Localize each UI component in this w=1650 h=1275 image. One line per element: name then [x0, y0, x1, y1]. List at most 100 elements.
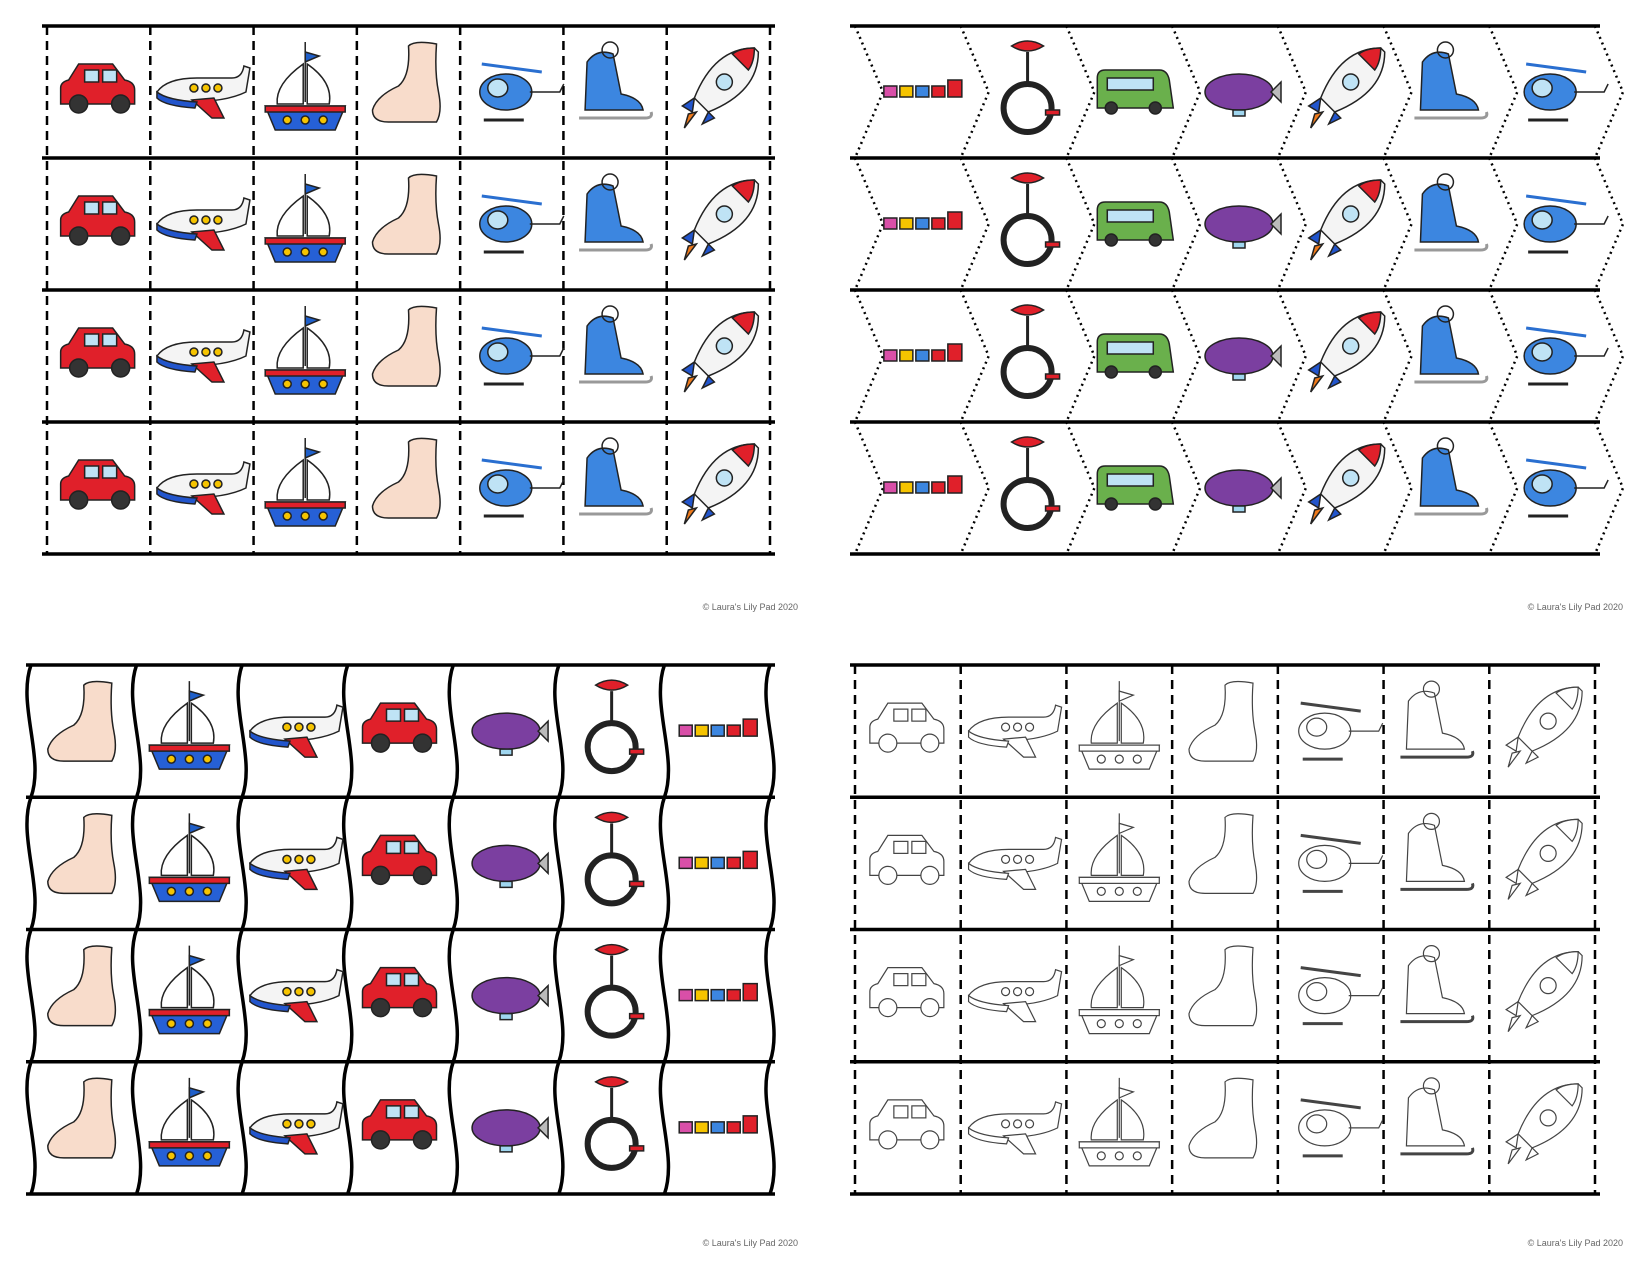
- icon-part: [1269, 344, 1282, 368]
- icon-part: [1012, 987, 1023, 997]
- icon-part: [264, 501, 346, 509]
- icon-part: [83, 333, 100, 347]
- icon-part: [294, 1119, 304, 1129]
- icon-part: [1309, 506, 1325, 525]
- credit: © Laura's Lily Pad 2020: [703, 602, 798, 612]
- icon-part: [304, 315, 322, 328]
- icon-part: [184, 886, 195, 897]
- icon-part: [694, 856, 709, 870]
- icon-part: [306, 854, 316, 865]
- icon-part: [264, 369, 346, 377]
- icon-part: [1114, 886, 1124, 896]
- icon-part: [68, 226, 89, 246]
- icon-part: [1357, 443, 1382, 468]
- cut-line: [342, 664, 354, 1195]
- icon-part: [726, 1121, 741, 1134]
- icon-part: [47, 680, 117, 762]
- icon-part: [694, 1121, 709, 1134]
- icon-part: [628, 880, 645, 888]
- icon-part: [487, 78, 509, 98]
- icon-part: [282, 379, 292, 389]
- icon-part: [1505, 735, 1540, 765]
- picture-card: [1078, 681, 1161, 770]
- icon-part: [189, 83, 199, 93]
- icon-part: [282, 722, 292, 732]
- icon-part: [1010, 304, 1045, 316]
- icon-part: [1341, 205, 1360, 223]
- icon-part: [283, 868, 319, 891]
- icon-part: [726, 988, 741, 1002]
- icon-part: [101, 69, 118, 83]
- icon-part: [579, 375, 653, 384]
- icon-part: [947, 79, 963, 98]
- icon-part: [584, 852, 639, 907]
- picture-card: [1307, 47, 1386, 129]
- icon-part: [537, 983, 549, 1008]
- icon-part: [1405, 1087, 1466, 1147]
- icon-part: [1078, 744, 1160, 752]
- icon-part: [1309, 242, 1325, 261]
- picture-card: [1078, 1077, 1161, 1167]
- icon-part: [967, 729, 1010, 748]
- icon-part: [931, 85, 946, 98]
- picture-card: [1188, 813, 1258, 894]
- icon-part: [68, 94, 89, 114]
- icon-part: [1414, 243, 1489, 252]
- picture-card: [471, 976, 549, 1021]
- icon-part: [1555, 818, 1579, 843]
- icon-part: [1000, 81, 1055, 135]
- icon-part: [282, 854, 292, 865]
- picture-card: [1414, 173, 1489, 252]
- icon-part: [931, 217, 946, 230]
- icon-part: [1507, 750, 1522, 768]
- icon-part: [1574, 215, 1609, 225]
- icon-part: [412, 865, 433, 886]
- picture-card: [1307, 443, 1386, 525]
- icon-part: [893, 840, 909, 854]
- picture-card: [883, 475, 963, 494]
- icon-part: [201, 83, 211, 93]
- icon-part: [899, 349, 914, 362]
- icon-part: [1204, 469, 1274, 507]
- icon-part: [370, 997, 391, 1018]
- strip-panel: [25, 663, 776, 1196]
- icon-part: [1341, 73, 1360, 91]
- picture-card: [869, 967, 945, 1018]
- icon-part: [1000, 345, 1055, 399]
- icon-part: [1010, 436, 1045, 448]
- icon-part: [915, 481, 930, 494]
- icon-part: [1002, 736, 1037, 758]
- icon-part: [166, 886, 177, 897]
- icon-part: [680, 228, 716, 258]
- picture-card: [1298, 1098, 1384, 1158]
- picture-card: [148, 813, 231, 903]
- picture-card: [361, 966, 438, 1018]
- picture-card: [584, 1076, 645, 1171]
- icon-part: [584, 315, 644, 375]
- picture-card: [1000, 40, 1061, 135]
- icon-part: [188, 1086, 206, 1100]
- icon-part: [594, 679, 630, 691]
- icon-part: [1012, 1119, 1023, 1129]
- icon-part: [1044, 505, 1061, 512]
- picture-card: [1096, 465, 1175, 511]
- icon-part: [1531, 210, 1553, 230]
- picture-card: [479, 194, 565, 254]
- picture-card: [1400, 1077, 1475, 1156]
- picture-card: [1523, 326, 1609, 386]
- icon-part: [683, 374, 699, 393]
- icon-part: [304, 447, 322, 460]
- icon-part: [190, 361, 226, 383]
- icon-part: [166, 1018, 177, 1029]
- picture-card: [47, 1077, 117, 1159]
- icon-part: [931, 481, 946, 494]
- icon-part: [1106, 209, 1155, 223]
- icon-part: [385, 972, 402, 987]
- icon-part: [1400, 1147, 1475, 1156]
- icon-part: [1414, 507, 1489, 516]
- picture-card: [361, 834, 438, 886]
- cut-line: [658, 664, 671, 1195]
- icon-part: [1104, 101, 1119, 115]
- picture-card: [148, 945, 231, 1035]
- icon-part: [967, 836, 1063, 874]
